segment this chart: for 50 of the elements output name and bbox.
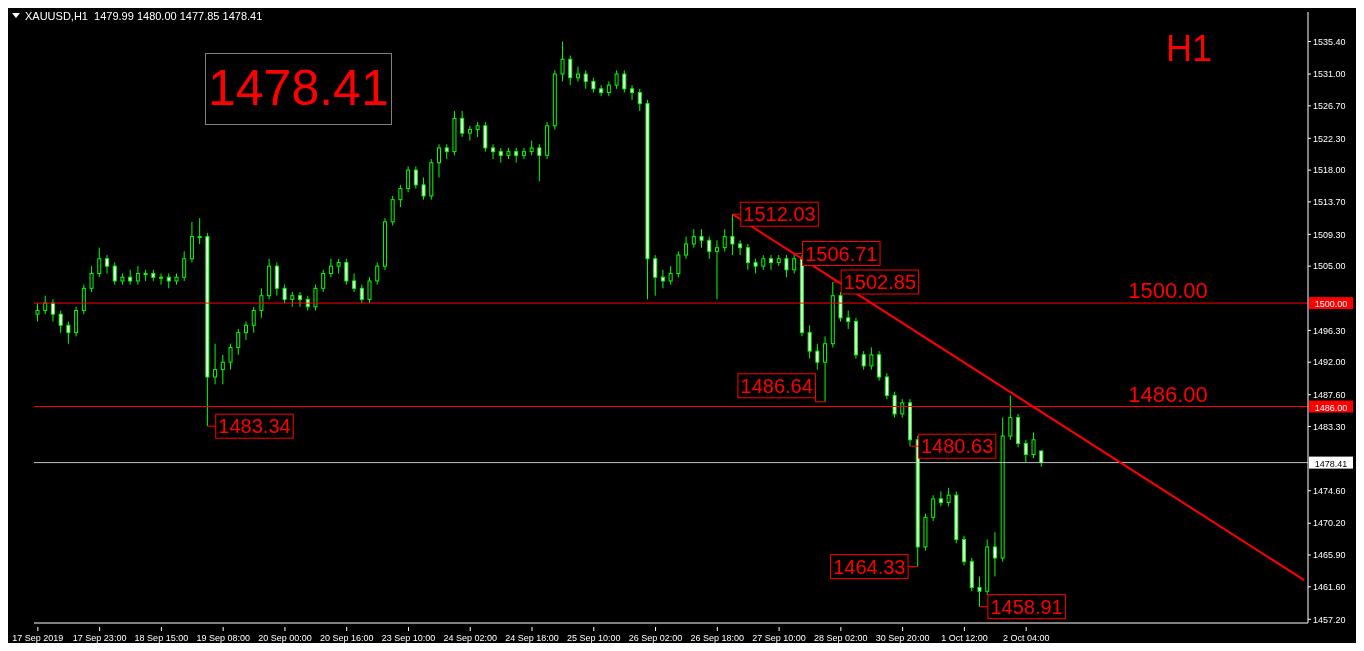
annotation: 1478.41 — [205, 53, 392, 125]
y-tick-label: 1465.90 — [1313, 550, 1346, 561]
x-tick-label: 27 Sep 10:00 — [752, 633, 806, 643]
chart-title: XAUUSD,H1 1479.99 1480.00 1477.85 1478.41 — [25, 10, 263, 22]
y-tick-label: 1492.00 — [1313, 357, 1346, 368]
annotation: 1486.64 — [740, 374, 813, 397]
y-tick-label: 1505.00 — [1313, 261, 1346, 272]
x-tick-label: 17 Sep 2019 — [12, 633, 64, 643]
y-tick-label: 1526.70 — [1313, 101, 1346, 112]
annotation: 1483.34 — [218, 415, 291, 438]
x-tick-label: 2 Oct 04:00 — [1002, 633, 1050, 643]
annotation: 1502.85 — [843, 271, 917, 294]
y-tick-label: 1513.70 — [1313, 197, 1346, 208]
x-tick-label: 26 Sep 02:00 — [628, 633, 683, 643]
x-tick-label: 30 Sep 20:00 — [875, 633, 930, 643]
x-tick-label: 24 Sep 02:00 — [443, 633, 498, 643]
annotation: 1458.91 — [990, 595, 1063, 618]
annotation: 1506.71 — [805, 242, 878, 265]
y-tick-label: 1483.30 — [1313, 421, 1346, 432]
y-tick-label: 1531.00 — [1313, 69, 1346, 80]
ref-line-label: 1486.00 — [1128, 381, 1208, 407]
x-tick-label: 20 Sep 00:00 — [258, 633, 312, 643]
y-tick-label: 1522.30 — [1313, 133, 1346, 144]
annotation: 1480.63 — [920, 435, 994, 458]
x-tick-label: 20 Sep 16:00 — [319, 633, 374, 643]
y-tick-label: 1461.60 — [1313, 581, 1346, 592]
y-tick-label: 1457.20 — [1313, 614, 1346, 625]
y-tick-label: 1487.60 — [1313, 389, 1346, 400]
y-tick-label: 1474.60 — [1313, 485, 1346, 496]
y-tick-label: 1470.20 — [1313, 518, 1346, 529]
x-tick-label: 1 Oct 12:00 — [941, 633, 988, 643]
ref-line-label: 1500.00 — [1128, 278, 1208, 304]
text: 1486.00 — [1314, 402, 1348, 413]
y-tick-label: 1518.00 — [1313, 165, 1346, 176]
x-tick-label: 28 Sep 02:00 — [814, 633, 868, 643]
x-tick-label: 25 Sep 10:00 — [567, 633, 621, 643]
x-tick-label: 17 Sep 23:00 — [72, 633, 127, 643]
x-tick-label: 26 Sep 18:00 — [690, 633, 745, 643]
annotation: 1464.33 — [833, 555, 906, 578]
x-tick-label: 18 Sep 15:00 — [134, 633, 189, 643]
x-tick-label: 19 Sep 08:00 — [196, 633, 250, 643]
ref-line-label: 1478.41 — [1314, 458, 1348, 469]
annotation: 1512.03 — [743, 203, 816, 226]
x-tick-label: 24 Sep 18:00 — [505, 633, 559, 643]
y-tick-label: 1496.30 — [1313, 325, 1346, 336]
text: 1500.00 — [1314, 299, 1348, 310]
y-tick-label: 1509.30 — [1313, 229, 1346, 240]
y-tick-label: 1535.40 — [1313, 36, 1346, 47]
annotation: H1 — [1166, 28, 1213, 70]
x-tick-label: 23 Sep 10:00 — [381, 633, 436, 643]
